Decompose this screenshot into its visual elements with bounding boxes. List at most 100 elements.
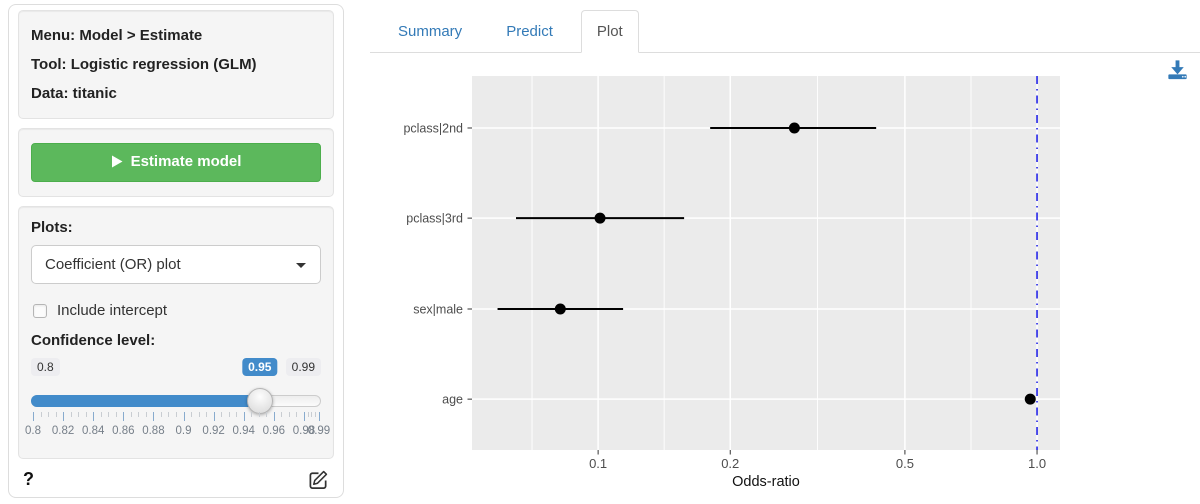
slider-minor-tick	[198, 412, 200, 417]
edit-report-icon[interactable]	[308, 469, 329, 490]
slider-tick-label: 0.82	[51, 425, 75, 437]
slider-grid: 0.8 0.82 0.84 0.86 0.88 0.9 0.92 0.94 0.96 0.98 0.…	[25, 412, 330, 446]
slider-minor-tick	[258, 412, 260, 417]
play-icon	[111, 155, 123, 172]
x-tick-label: 0.1	[589, 456, 607, 471]
slider-minor-tick	[296, 412, 298, 417]
slider-tick-label: 0.84	[82, 425, 105, 437]
tab-plot[interactable]: Plot	[580, 10, 639, 53]
slider-minor-tick	[281, 412, 283, 417]
coefficient-plot: pclass|2nd pclass|3rd sex|male age 0.1 0.2 0.5…	[403, 76, 1060, 490]
model-info-panel: Menu: Model > Estimate Tool: Logistic re…	[18, 10, 334, 119]
slider-tick-label: 0.88	[142, 425, 165, 437]
chevron-down-icon	[296, 263, 306, 268]
slider-tick-label: 0.9	[175, 425, 192, 437]
slider-minor-tick	[160, 412, 162, 417]
x-axis-title: Odds-ratio	[732, 474, 800, 490]
slider-tick	[33, 412, 34, 421]
slider-tick-label: 0.98	[292, 425, 316, 437]
slider-minor-tick	[108, 412, 110, 417]
slider-tick	[303, 412, 305, 421]
y-axis-label: age	[442, 393, 463, 407]
slider-tick	[183, 412, 185, 421]
include-intercept-row[interactable]: Include intercept	[31, 302, 321, 319]
slider-minor-tick	[311, 412, 313, 417]
tab-bar: Summary Predict Plot	[370, 10, 1200, 53]
slider-minor-tick	[251, 412, 253, 417]
y-axis-label: pclass|3rd	[406, 212, 463, 226]
slider-min-label: 0.8	[31, 358, 60, 376]
estimate-model-button[interactable]: Estimate model	[31, 143, 321, 182]
slider-tick-label: 0.86	[112, 425, 135, 437]
include-intercept-label: Include intercept	[57, 302, 168, 319]
slider-tick-label: 0.8	[25, 425, 41, 437]
x-tick-label: 1.0	[1028, 456, 1046, 471]
main-content: Summary Predict Plot pclass|2nd pclass|3rd s…	[370, 0, 1200, 504]
slider-tick	[213, 412, 215, 421]
slider-minor-tick	[288, 412, 290, 417]
tab-predict[interactable]: Predict	[506, 23, 553, 40]
slider-minor-tick	[70, 412, 72, 417]
x-tick-label: 0.2	[721, 456, 739, 471]
plot-type-select[interactable]: Coefficient (OR) plot	[31, 245, 321, 284]
slider-tick	[273, 412, 275, 421]
plot-type-selected-value: Coefficient (OR) plot	[45, 256, 181, 273]
tab-summary[interactable]: Summary	[398, 23, 463, 40]
slider-max-label: 0.99	[285, 358, 321, 376]
slider-tick-label: 0.96	[262, 425, 286, 437]
slider-minor-tick	[40, 412, 42, 417]
x-tick-label: 0.5	[896, 456, 914, 471]
slider-minor-tick	[115, 412, 117, 417]
slider-tick	[243, 412, 245, 421]
y-axis-label: pclass|2nd	[403, 121, 463, 135]
slider-minor-tick	[266, 412, 268, 417]
or-point	[788, 122, 800, 134]
slider-tick-label: 0.94	[232, 425, 255, 437]
slider-minor-tick	[228, 412, 230, 417]
slider-minor-tick	[168, 412, 170, 417]
slider-handle[interactable]	[246, 388, 273, 414]
download-plot-icon[interactable]	[1165, 58, 1190, 82]
slider-minor-tick	[55, 412, 57, 417]
confidence-level-label: Confidence level:	[31, 332, 156, 349]
or-point	[554, 303, 566, 315]
slider-minor-tick	[191, 412, 193, 417]
slider-minor-tick	[307, 412, 309, 417]
slider-minor-tick	[221, 412, 223, 417]
tool-info: Tool: Logistic regression (GLM)	[31, 56, 257, 73]
slider-value-label: 0.95	[242, 358, 278, 376]
estimate-model-label: Estimate model	[130, 153, 242, 170]
slider-minor-tick	[100, 412, 102, 417]
sidebar-footer: ?	[14, 469, 338, 490]
slider-tick	[63, 412, 65, 421]
slider-minor-tick	[236, 412, 238, 417]
slider-tick	[123, 412, 125, 421]
include-intercept-checkbox[interactable]	[33, 303, 47, 318]
slider-minor-tick	[138, 412, 140, 417]
plots-label: Plots:	[31, 219, 73, 236]
sidebar: Menu: Model > Estimate Tool: Logistic re…	[8, 4, 344, 498]
slider-minor-tick	[78, 412, 80, 417]
slider-minor-tick	[48, 412, 50, 417]
slider-tick-label: 0.92	[202, 425, 225, 437]
slider-minor-tick	[206, 412, 208, 417]
help-link[interactable]: ?	[23, 469, 34, 489]
y-axis-label: sex|male	[413, 303, 463, 317]
slider-minor-tick	[315, 412, 317, 417]
confidence-slider[interactable]: 0.8 0.99 0.95 0.8 0.82 0.84 0.86 0.88 0.9 0.92…	[25, 358, 330, 448]
slider-tick	[319, 412, 320, 421]
plot-controls-panel: Plots: Coefficient (OR) plot Include int…	[18, 206, 334, 459]
data-info: Data: titanic	[31, 85, 117, 102]
slider-minor-tick	[130, 412, 132, 417]
or-point	[594, 212, 606, 224]
slider-tick-label: 0.99	[307, 425, 331, 437]
slider-minor-tick	[176, 412, 177, 417]
slider-tick	[153, 412, 155, 421]
or-point	[1024, 393, 1036, 405]
plot-panel	[472, 76, 1060, 450]
estimate-panel: Estimate model	[18, 128, 334, 197]
slider-tick	[93, 412, 95, 421]
slider-fill-bar	[31, 395, 260, 407]
slider-minor-tick	[85, 412, 87, 417]
menu-info: Menu: Model > Estimate	[31, 27, 203, 44]
